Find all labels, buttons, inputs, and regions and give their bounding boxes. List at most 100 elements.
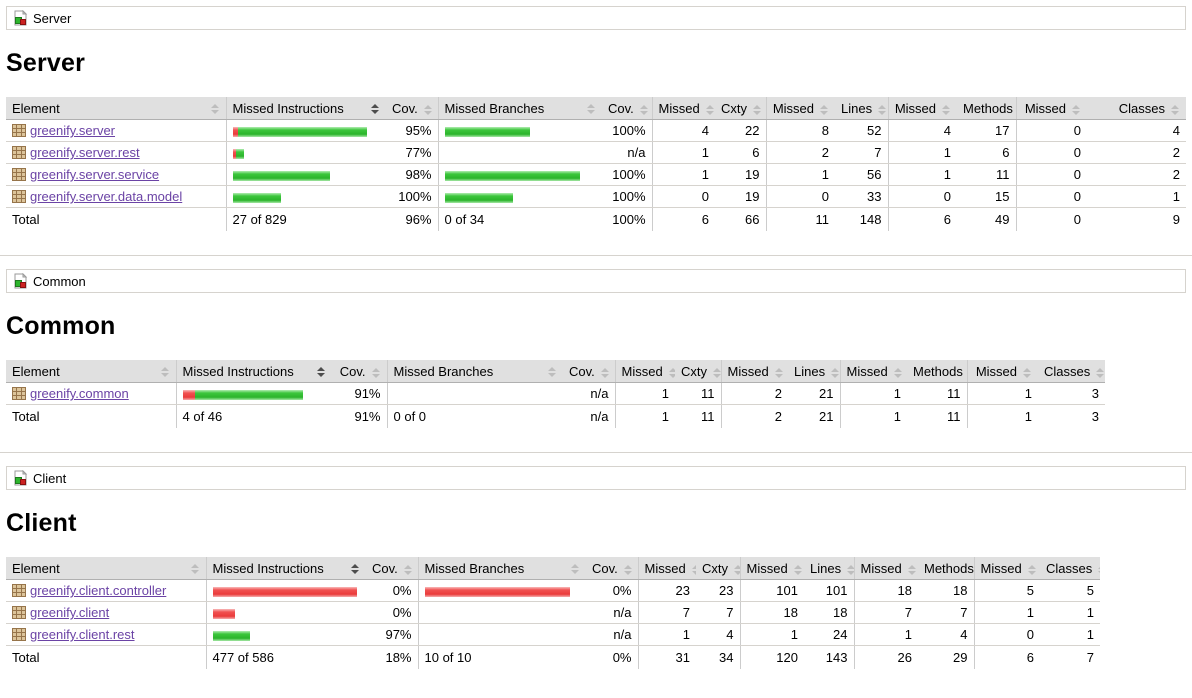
counter-cell: 4 [1087,119,1186,142]
total-counter-cell: 21 [819,409,834,424]
package-link[interactable]: greenify.client.rest [30,627,135,642]
page-title: Client [6,509,77,537]
column-header-element[interactable]: Element [6,360,176,383]
covered-bar [444,170,580,181]
column-header-label: Missed [1024,101,1066,116]
counter-cell: 0 [1015,119,1087,142]
column-header-cov-[interactable]: Cov. [332,360,387,383]
column-header-cov-[interactable]: Cov. [586,557,638,580]
column-header-missed-instructions[interactable]: Missed Instructions [225,97,386,120]
counter-cell: 17 [957,119,1016,142]
table-row: greenify.server.data.model 100% 100% 0 19 0 33… [6,185,1186,208]
counter-cell: 33 [835,185,888,208]
sort-arrows-icon [423,104,433,115]
counter-cell: 1 [651,163,715,186]
section-common: Common Common Element Missed Instructions… [6,269,1186,428]
sort-arrows-icon [1072,104,1081,115]
column-header-missed[interactable]: Missed [614,360,675,383]
column-header-cov-[interactable]: Cov. [563,360,615,383]
column-header-missed[interactable]: Missed [1015,97,1087,120]
column-header-classes[interactable]: Classes [1040,557,1100,580]
table-header: Element Missed Instructions Cov. Missed Bra… [6,97,1186,120]
column-header-missed-branches[interactable]: Missed Branches [437,97,602,120]
total-branches-cell: 0 of 34 [437,207,602,231]
total-branch-coverage-cell: n/a [590,409,609,424]
table-footer: Total 477 of 586 18% 10 of 10 0% 31 34 120 143 26… [6,645,1100,669]
counter-cell: 7 [696,601,740,624]
column-header-lines[interactable]: Lines [804,557,854,580]
column-header-missed-branches[interactable]: Missed Branches [386,360,563,383]
column-header-classes[interactable]: Classes [1038,360,1105,383]
counter-cell: 4 [918,623,974,646]
package-link[interactable]: greenify.server.service [30,167,160,182]
column-header-missed[interactable]: Missed [973,557,1040,580]
total-branches-cell: 0 of 0 [386,404,563,428]
branch-coverage-cell: n/a [602,141,652,164]
section-server: Server Server Element Missed Instructions… [6,6,1186,231]
column-header-label: Missed [772,101,814,116]
total-counter-cell: 31 [637,645,696,669]
package-grid-icon [12,168,26,181]
counter-cell: 23 [696,579,740,602]
table-row: greenify.client.controller 0% 0% 23 23 101 101… [6,579,1100,602]
package-link[interactable]: greenify.server.data.model [30,189,183,204]
column-header-cxty[interactable]: Cxty [675,360,721,383]
counter-cell: 1 [887,163,957,186]
column-header-cov-[interactable]: Cov. [386,97,438,120]
column-header-methods[interactable]: Methods [907,360,967,383]
package-link[interactable]: greenify.client [30,605,110,620]
column-header-classes[interactable]: Classes [1087,97,1186,120]
counter-cell: 2 [765,141,835,164]
sort-arrows-icon [793,564,803,575]
column-header-lines[interactable]: Lines [835,97,888,120]
column-header-label: Missed [980,561,1022,576]
column-header-element[interactable]: Element [6,557,206,580]
column-header-cxty[interactable]: Cxty [715,97,766,120]
column-header-cov-[interactable]: Cov. [602,97,652,120]
total-counter-cell: 1 [614,404,675,428]
counter-cell: 2 [1087,163,1186,186]
column-header-methods[interactable]: Methods [957,97,1016,120]
column-header-label: Element [12,364,60,379]
column-header-label: Cov. [372,561,398,576]
counter-cell: 101 [804,579,854,602]
total-counter-cell: 9 [1172,212,1180,227]
package-link[interactable]: greenify.server.rest [30,145,140,160]
column-header-methods[interactable]: Methods [918,557,974,580]
column-header-missed[interactable]: Missed [720,360,788,383]
column-header-missed[interactable]: Missed [765,97,835,120]
sort-arrows-icon [623,564,633,575]
total-counter-cell: 3 [1091,409,1099,424]
covered-bar [232,192,281,203]
column-header-missed[interactable]: Missed [853,557,918,580]
column-header-missed-instructions[interactable]: Missed Instructions [175,360,332,383]
sort-arrows-icon [907,564,917,575]
counter-cell: 1 [966,382,1038,405]
package-link[interactable]: greenify.server [30,123,116,138]
column-header-cxty[interactable]: Cxty [696,557,740,580]
column-header-missed-branches[interactable]: Missed Branches [417,557,586,580]
column-header-missed[interactable]: Missed [651,97,715,120]
sort-arrows-icon [878,104,887,115]
table-footer: Total 4 of 46 91% 0 of 0 n/a 1 11 2 21 1 11 1 3 [6,404,1105,428]
package-link[interactable]: greenify.common [30,386,129,401]
total-counter-cell: 2 [720,404,788,428]
column-header-cov-[interactable]: Cov. [366,557,418,580]
column-header-missed[interactable]: Missed [739,557,804,580]
coverage-table-client: Element Missed Instructions Cov. Missed Bra… [6,557,1100,669]
column-header-lines[interactable]: Lines [788,360,840,383]
column-header-missed[interactable]: Missed [966,360,1038,383]
column-header-element[interactable]: Element [6,97,226,120]
covered-bar [212,630,250,641]
column-header-missed[interactable]: Missed [637,557,696,580]
total-label-cell: Total [12,650,40,665]
sort-arrows-icon [668,367,675,378]
column-header-missed-instructions[interactable]: Missed Instructions [205,557,366,580]
counter-cell: 7 [918,601,974,624]
sort-arrows-icon [734,564,740,575]
counter-cell: 4 [887,119,957,142]
package-grid-icon [12,190,26,203]
column-header-missed[interactable]: Missed [839,360,907,383]
column-header-missed[interactable]: Missed [887,97,957,120]
package-link[interactable]: greenify.client.controller [30,583,167,598]
